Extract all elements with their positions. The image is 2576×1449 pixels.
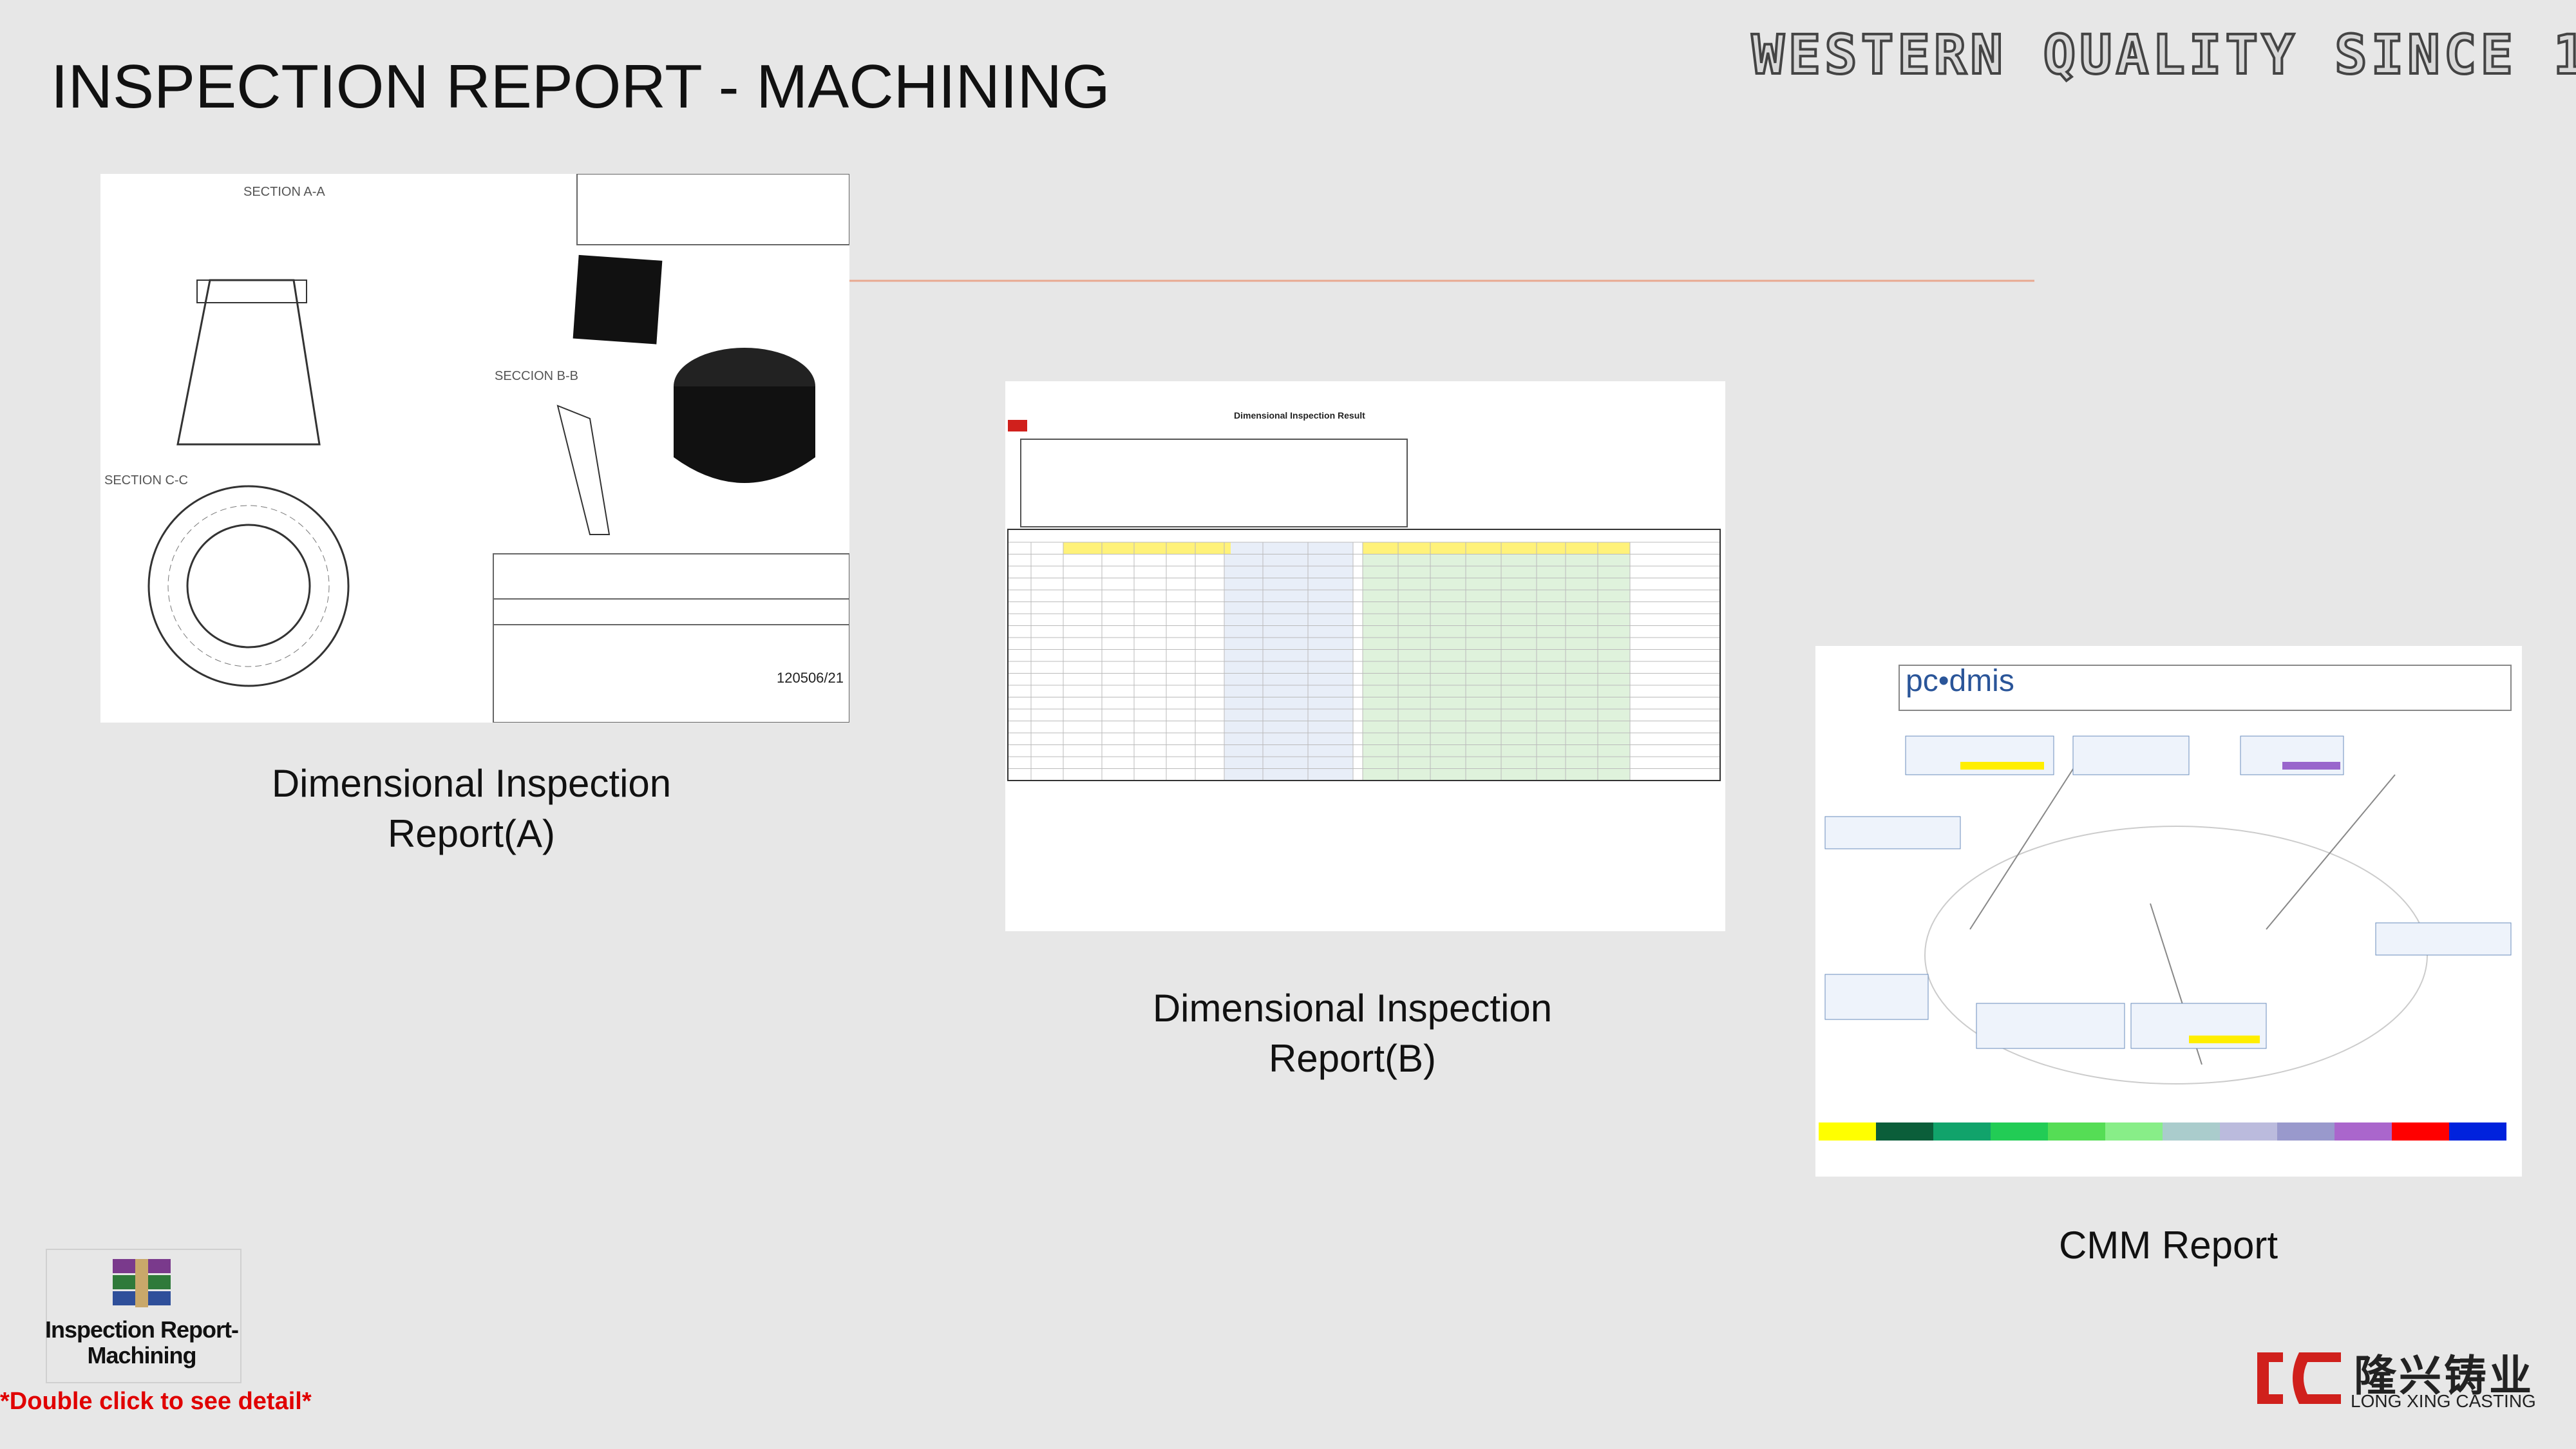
- company-logo-mark: [2257, 1352, 2341, 1404]
- logo-mark: [1008, 420, 1027, 431]
- scale-cell: [1933, 1122, 1991, 1141]
- leader: [2266, 774, 2396, 930]
- scale-cell: [2048, 1122, 2105, 1141]
- scale-cell: [2220, 1122, 2277, 1141]
- scale-cell: [2105, 1122, 2163, 1141]
- table-header: [1063, 542, 1231, 554]
- scale-cell: [1819, 1122, 1876, 1141]
- icon-part: [135, 1259, 148, 1307]
- part-photo: [674, 386, 815, 483]
- section-circle: [186, 524, 311, 649]
- tagline: WESTERN QUALITY SINCE 1992: [1750, 22, 2576, 88]
- section-circle: [147, 485, 350, 687]
- part-outline: [196, 279, 307, 303]
- cmm-logo: pc•dmis: [1906, 664, 2014, 698]
- scale-cell: [2392, 1122, 2449, 1141]
- caption-line: Dimensional Inspection: [271, 762, 672, 805]
- callout: [1824, 974, 1929, 1020]
- cmm-bg: [1815, 646, 2522, 1177]
- drawing-label: 120506/21: [777, 670, 844, 686]
- info-block: [1020, 439, 1408, 527]
- title-block: [493, 553, 849, 723]
- caption: CMM Report: [1846, 1220, 2490, 1271]
- scale-cell: [1876, 1122, 1933, 1141]
- caption: Dimensional Inspection Report(B): [1030, 983, 1674, 1084]
- callout: [1976, 1003, 2125, 1049]
- table-grid: [1007, 529, 1721, 781]
- drawing-label: SECTION A-A: [243, 185, 325, 199]
- slide-title: INSPECTION REPORT - MACHINING: [51, 52, 1110, 121]
- table-heading: Dimensional Inspection Result: [1234, 410, 1365, 421]
- table-header: [1363, 542, 1630, 554]
- color-scale: [1819, 1122, 2506, 1141]
- caption: Dimensional Inspection Report(A): [149, 759, 793, 859]
- callout: [1824, 816, 1961, 849]
- scale-cell: [2163, 1122, 2220, 1141]
- callout-bar: [2282, 762, 2340, 770]
- attachment[interactable]: [46, 1249, 242, 1383]
- drawing-label: SECCION B-B: [495, 369, 578, 383]
- callout: [2375, 922, 2512, 956]
- cmm-header: [1899, 665, 2512, 711]
- caption-line: Report(B): [1268, 1037, 1437, 1080]
- table-image: Dimensional Inspection Result: [1005, 381, 1725, 931]
- scale-cell: [1991, 1122, 2048, 1141]
- company-name: 隆兴铸业: [2354, 1352, 2534, 1399]
- title-block: [576, 174, 849, 245]
- attachment-label[interactable]: Inspection Report-Machining: [44, 1316, 239, 1368]
- drawing-image: SECTION A-A SECTION C-C SECCION B-B 1205…: [100, 174, 849, 723]
- callout: [2072, 735, 2190, 775]
- logo-shape: [2257, 1352, 2283, 1404]
- part-photo: [573, 254, 663, 345]
- note: *Double click to see detail*: [0, 1388, 312, 1415]
- leader: [1969, 748, 2087, 930]
- scale-cell: [2449, 1122, 2506, 1141]
- company-subtitle: LONG XING CASTING: [2351, 1391, 2536, 1411]
- scale-cell: [2334, 1122, 2392, 1141]
- caption-line: CMM Report: [2058, 1224, 2278, 1267]
- section-circle: [167, 505, 330, 667]
- drawing-label: SECTION C-C: [104, 473, 188, 488]
- table-frame: [1007, 529, 1721, 781]
- callout-bar: [1960, 762, 2044, 770]
- logo-shape: [2293, 1352, 2341, 1404]
- caption-line: Report(A): [387, 812, 556, 855]
- caption-line: Dimensional Inspection: [1152, 987, 1553, 1030]
- cmm-image: pc•dmis: [1815, 646, 2522, 1177]
- section-outline: [556, 404, 611, 535]
- divider-line: [849, 279, 2034, 282]
- scale-cell: [2277, 1122, 2334, 1141]
- callout-bar: [2189, 1036, 2260, 1043]
- archive-icon: [113, 1259, 171, 1307]
